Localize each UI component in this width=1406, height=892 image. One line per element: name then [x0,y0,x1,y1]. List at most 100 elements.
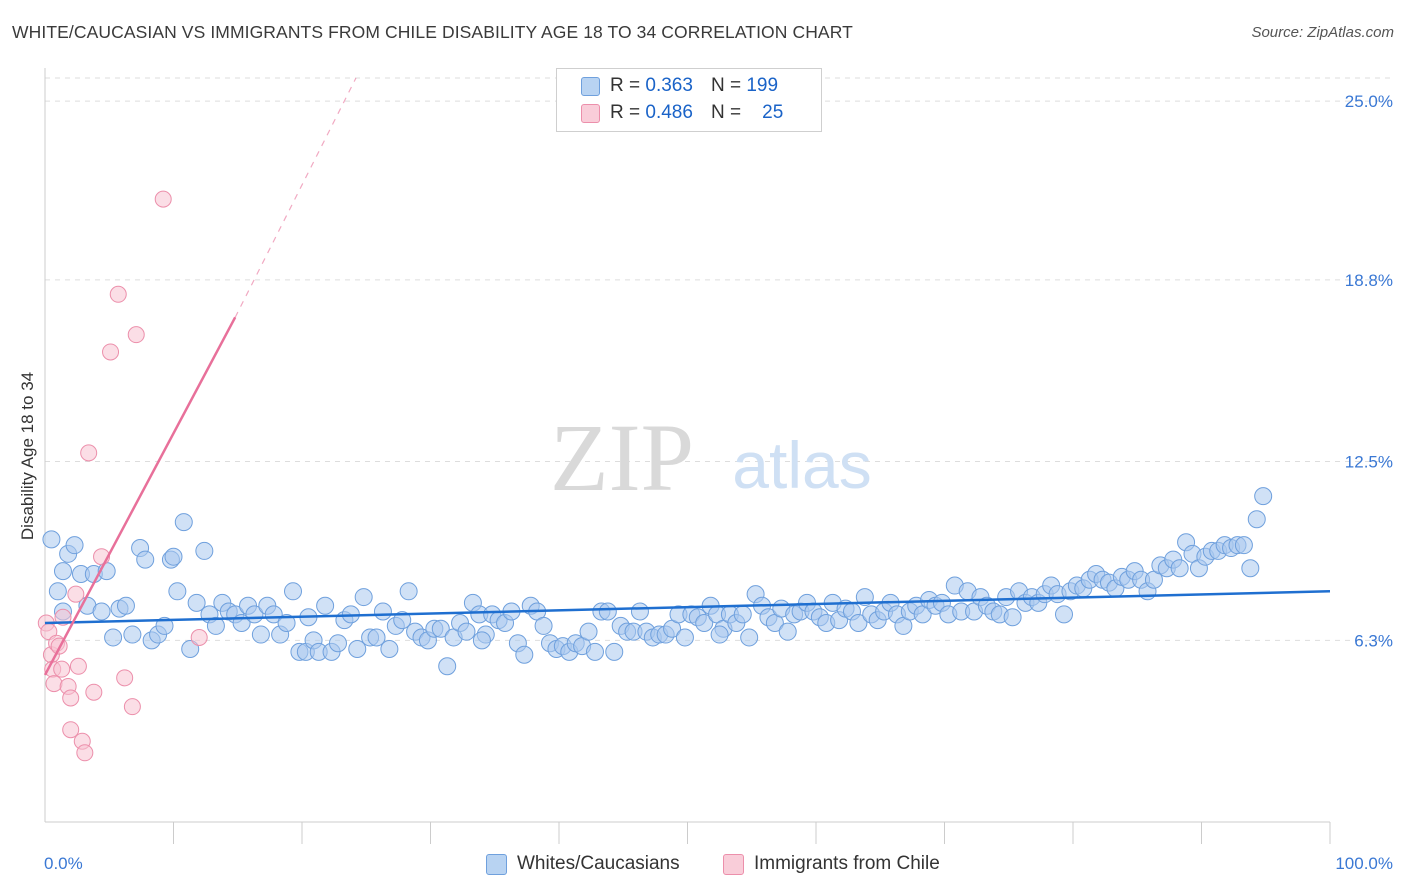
x-tick-label: 0.0% [44,854,83,873]
bottom-legend-swatch-blue [486,853,507,875]
data-point-whites [354,588,373,607]
bottom-legend-chile: Immigrants from Chile [723,852,940,876]
data-point-whites [1055,605,1074,624]
data-point-whites [92,602,111,621]
data-point-whites [605,642,624,661]
data-point-whites [457,622,476,641]
trend-lines [43,77,1331,676]
legend-swatch-blue [581,76,600,96]
legend-row-chile: R = 0.486 N = 25 [581,101,783,125]
data-point-whites [733,605,752,624]
data-point-chile [102,343,120,361]
data-point-whites [534,616,553,635]
data-point-whites [399,582,418,601]
legend-swatch-pink [581,103,600,123]
data-point-whites [187,593,206,612]
data-point-chile [45,675,63,693]
data-point-whites [65,536,84,555]
data-point-chile [154,190,172,208]
data-point-whites [855,588,874,607]
data-point-chile [62,721,80,739]
trend-line-whites [44,590,1331,625]
data-point-whites [380,639,399,658]
data-point-whites [155,616,174,635]
trend-line-chile [43,316,237,676]
data-point-chile [109,285,127,303]
legend-r-value: 0.486 [645,102,693,123]
data-point-whites [53,562,72,581]
correlation-legend: R = 0.363 N = 199 R = 0.486 N = 25 [556,68,822,132]
data-point-chile [127,326,145,344]
legend-r-label: R = [610,102,641,123]
data-point-whites [328,634,347,653]
data-point-whites [579,622,598,641]
data-point-whites [123,625,142,644]
data-point-whites [116,596,135,615]
legend-row-whites: R = 0.363 N = 199 [581,74,778,98]
data-point-whites [206,616,225,635]
data-point-whites [1241,559,1260,578]
data-point-whites [585,642,604,661]
bottom-legend-swatch-pink [723,853,744,875]
data-point-whites [373,602,392,621]
y-tick-label: 6.3% [1354,631,1393,650]
data-point-whites [431,619,450,638]
data-point-whites [1234,536,1253,555]
data-point-whites [284,582,303,601]
data-point-whites [277,614,296,633]
data-point-whites [778,622,797,641]
data-point-whites [164,547,183,566]
data-point-whites [438,657,457,676]
y-tick-label: 12.5% [1345,453,1393,472]
watermark: ZIP atlas [550,404,872,511]
data-point-whites [598,602,617,621]
tick-labels: 6.3% 12.5% 18.8% 25.0% 0.0% 100.0% [44,92,1393,873]
data-point-whites [1003,608,1022,627]
series-chile-points [37,190,208,762]
data-point-whites [1170,559,1189,578]
data-point-whites [168,582,187,601]
data-point-whites [251,625,270,644]
y-tick-label: 18.8% [1345,271,1393,290]
data-point-chile [67,585,85,603]
data-point-whites [1247,510,1266,529]
legend-r-value: 0.363 [645,75,693,96]
data-point-whites [195,541,214,560]
legend-n-value: 199 [746,75,779,96]
watermark-zip: ZIP [550,404,694,511]
x-tick-label: 100.0% [1335,854,1393,873]
data-point-whites [367,628,386,647]
data-point-whites [348,639,367,658]
data-point-whites [104,628,123,647]
legend-n-label: N = [710,75,742,96]
bottom-legend-label-whites: Whites/Caucasians [517,853,680,874]
source-credit: Source: ZipAtlas.com [1251,24,1394,41]
legend-n-value: 25 [762,102,784,123]
trend-line-chile-extension [234,77,357,318]
data-point-chile [190,628,208,646]
data-point-whites [515,645,534,664]
data-point-chile [53,660,71,678]
chart-title: WHITE/CAUCASIAN VS IMMIGRANTS FROM CHILE… [12,22,853,42]
data-point-chile [123,698,141,716]
data-point-whites [849,614,868,633]
bottom-legend-label-chile: Immigrants from Chile [754,853,940,874]
data-point-whites [675,628,694,647]
legend-r-label: R = [610,75,641,96]
watermark-atlas: atlas [732,428,871,502]
data-point-whites [174,513,193,532]
data-point-chile [62,689,80,707]
data-point-whites [1254,487,1273,506]
data-point-whites [740,628,759,647]
data-point-whites [136,550,155,569]
data-point-whites [181,639,200,658]
data-point-whites [48,582,67,601]
data-point-whites [710,625,729,644]
data-point-whites [630,602,649,621]
series-whites-points [42,487,1273,676]
data-point-whites [316,596,335,615]
data-point-chile [80,444,98,462]
data-point-chile [85,683,103,701]
bottom-legend-whites: Whites/Caucasians [486,852,680,876]
